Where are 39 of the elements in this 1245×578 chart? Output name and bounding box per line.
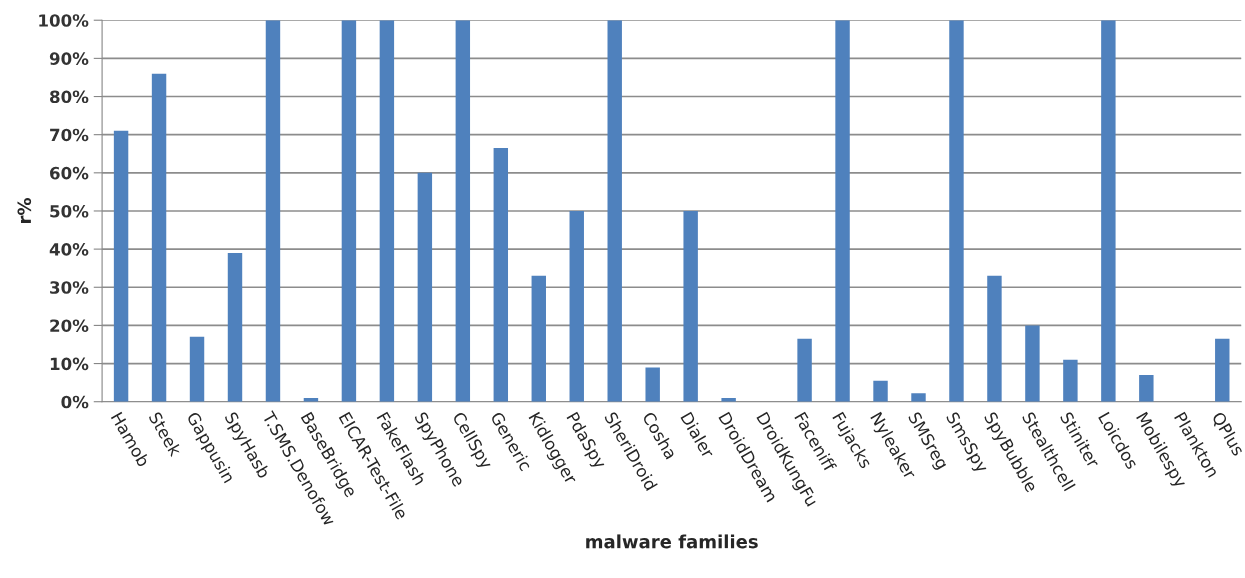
bar (189, 336, 205, 402)
x-axis-title: malware families (586, 534, 758, 549)
y-tick-label: 50% (50, 204, 89, 218)
bar (683, 210, 698, 402)
y-tick-label: 0% (61, 395, 89, 409)
bar (873, 380, 888, 402)
bar (797, 338, 812, 402)
bar (569, 210, 584, 402)
y-tick-label: 100% (39, 14, 89, 27)
bar (379, 20, 395, 402)
bar (1063, 359, 1078, 402)
y-tick-label: 30% (50, 281, 89, 294)
bar (265, 20, 281, 402)
bar (949, 20, 964, 402)
bar (835, 20, 850, 402)
bar (1101, 20, 1116, 402)
bar (455, 20, 471, 402)
bar (987, 275, 1002, 402)
bar (227, 252, 243, 402)
bar (1215, 338, 1230, 402)
y-tick-label: 70% (50, 128, 89, 142)
bar (417, 172, 433, 402)
bar (531, 275, 546, 402)
y-tick-label: 10% (50, 357, 89, 371)
bar (911, 393, 926, 402)
bar (1139, 375, 1154, 402)
bar (341, 20, 357, 402)
y-tick-label: 40% (49, 243, 89, 256)
y-tick-label: 60% (50, 166, 89, 180)
bar (493, 148, 509, 402)
y-tick-label: 80% (50, 90, 89, 104)
y-tick-label: 20% (50, 319, 89, 332)
bar (607, 20, 622, 402)
bar (151, 73, 167, 402)
y-tick-label: 90% (49, 52, 89, 65)
bar (113, 130, 129, 402)
bar (645, 367, 660, 402)
y-axis-title: r% (17, 198, 32, 223)
bar (1025, 325, 1040, 402)
